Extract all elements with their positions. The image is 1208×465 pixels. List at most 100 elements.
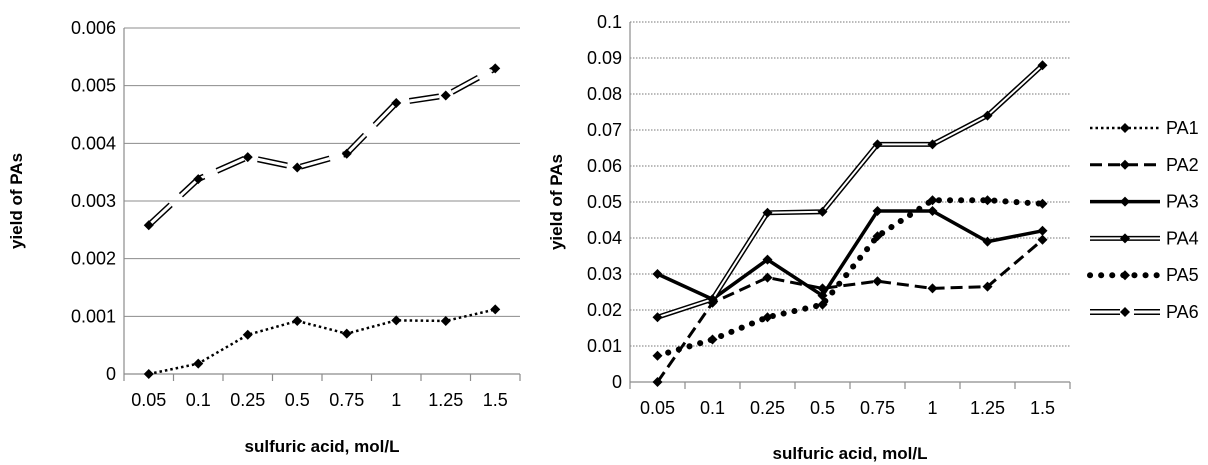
data-point	[242, 152, 253, 163]
data-point	[1037, 60, 1048, 71]
y-tick-label: 0.07	[587, 120, 622, 140]
right-chart: 0 0.01 0.02 0.03 0.04 0.05 0.06 0.07 0.08 0.09 0.1…	[547, 12, 1071, 463]
y-tick-label: 0.002	[71, 249, 116, 269]
data-point	[292, 162, 303, 173]
y-tick-label: 0	[106, 364, 116, 384]
legend-marker	[1120, 196, 1130, 207]
y-tick-label: 0.05	[587, 192, 622, 212]
series-line	[656, 238, 1044, 383]
x-tick-label: 0.25	[750, 398, 785, 418]
x-tick-label: 1.5	[483, 390, 508, 410]
legend-item-pa1: PA1	[1090, 118, 1199, 138]
y-axis-title: yield of PAs	[7, 153, 26, 249]
data-point	[982, 110, 993, 121]
data-point	[817, 206, 828, 217]
x-tick-label: 0.05	[640, 398, 675, 418]
data-point	[927, 139, 938, 150]
data-point	[490, 304, 501, 315]
data-point	[927, 283, 938, 294]
y-tick-label: 0.06	[587, 156, 622, 176]
data-point	[193, 358, 204, 369]
x-tick-label: 1.25	[970, 398, 1005, 418]
x-tick-label: 1.25	[428, 390, 463, 410]
data-point	[652, 377, 663, 387]
legend-label: PA5	[1166, 265, 1199, 285]
x-tick-label: 1	[391, 390, 401, 410]
series-line	[654, 197, 1046, 359]
series-pa5	[652, 195, 1048, 361]
series-line	[656, 209, 1043, 302]
data-point	[1037, 225, 1048, 236]
legend-item-pa6: PA6	[1090, 302, 1199, 322]
data-point	[341, 148, 352, 159]
data-point	[927, 206, 938, 216]
series-line	[656, 63, 1045, 320]
data-point	[143, 369, 154, 379]
series-line	[148, 308, 496, 376]
data-point	[982, 236, 993, 247]
left-chart: 0 0.001 0.002 0.003 0.004 0.005 0.006 0.05 0.1 0.…	[7, 18, 521, 456]
x-axis-title: sulfuric acid, mol/L	[773, 444, 928, 463]
data-point	[490, 63, 501, 74]
x-tick-label: 1	[927, 398, 937, 418]
x-tick-label: 1.5	[1030, 398, 1055, 418]
x-tick-label: 0.75	[329, 390, 364, 410]
data-point	[391, 97, 402, 108]
x-tick-label: 0.75	[860, 398, 895, 418]
y-tick-label: 0.08	[587, 84, 622, 104]
data-point	[1037, 198, 1048, 209]
y-tick-label: 0.1	[597, 12, 622, 32]
x-tick-label: 0.1	[186, 390, 211, 410]
y-tick-label: 0.01	[587, 336, 622, 356]
y-tick-label: 0.006	[71, 18, 116, 38]
y-axis-title: yield of PAs	[547, 154, 566, 250]
data-point	[762, 207, 773, 218]
series-line-inner	[147, 67, 496, 227]
data-point	[292, 315, 303, 326]
data-point	[391, 315, 402, 326]
legend-marker	[1120, 270, 1130, 281]
legend-marker	[1120, 233, 1130, 244]
x-tick-label: 0.5	[810, 398, 835, 418]
series-pa2	[652, 234, 1048, 387]
x-tick-label: 0.05	[131, 390, 166, 410]
data-point	[762, 254, 773, 265]
data-point	[341, 328, 352, 339]
data-point	[982, 281, 993, 292]
legend-item-pa4: PA4	[1090, 228, 1199, 248]
data-point	[193, 174, 204, 185]
data-point	[872, 206, 883, 216]
data-point	[707, 294, 718, 305]
data-point	[652, 312, 663, 323]
data-point	[872, 231, 883, 242]
y-tick-label: 0.02	[587, 300, 622, 320]
x-tick-label: 0.25	[230, 390, 265, 410]
legend-marker	[1120, 159, 1130, 170]
data-point	[872, 139, 883, 150]
data-point	[927, 195, 938, 206]
series-line-inner	[657, 64, 1044, 319]
legend-item-pa5: PA5	[1087, 265, 1199, 285]
series-line-1	[143, 304, 501, 379]
legend-label: PA2	[1166, 155, 1199, 175]
data-point	[762, 272, 773, 283]
data-point	[817, 299, 828, 310]
data-point	[762, 312, 773, 323]
series-pa4	[652, 60, 1048, 323]
y-tick-label: 0.003	[71, 191, 116, 211]
legend-label: PA1	[1166, 118, 1199, 138]
x-tick-label: 0.5	[285, 390, 310, 410]
y-tick-label: 0.001	[71, 306, 116, 326]
data-point	[982, 195, 993, 206]
data-point	[652, 269, 663, 279]
y-tick-label: 0.005	[71, 76, 116, 96]
data-point	[1037, 234, 1048, 245]
data-point	[872, 276, 883, 287]
series-line	[146, 65, 497, 228]
y-tick-label: 0.03	[587, 264, 622, 284]
legend-marker	[1120, 307, 1130, 317]
legend-item-pa2: PA2	[1090, 155, 1199, 175]
y-tick-label: 0	[612, 372, 622, 392]
legend: PA1 PA2 PA3 PA4 PA5 PA6	[1087, 118, 1199, 322]
